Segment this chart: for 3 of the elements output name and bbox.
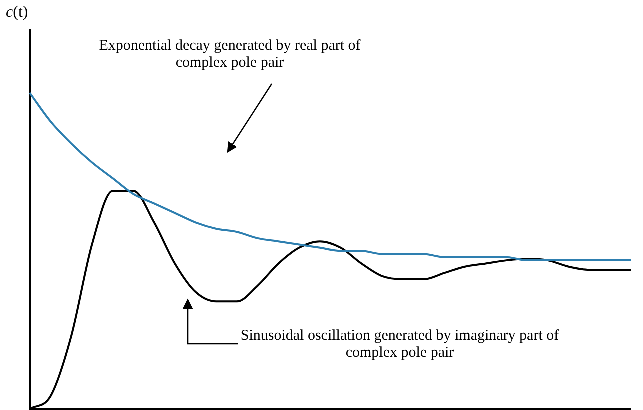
y-axis-title: c(t) <box>6 4 28 22</box>
annotation: Sinusoidal oscillation generated by imaginary part of complex pole pair <box>240 328 560 362</box>
text: Exponential decay generated by real part of complex pole pair <box>85 38 375 72</box>
